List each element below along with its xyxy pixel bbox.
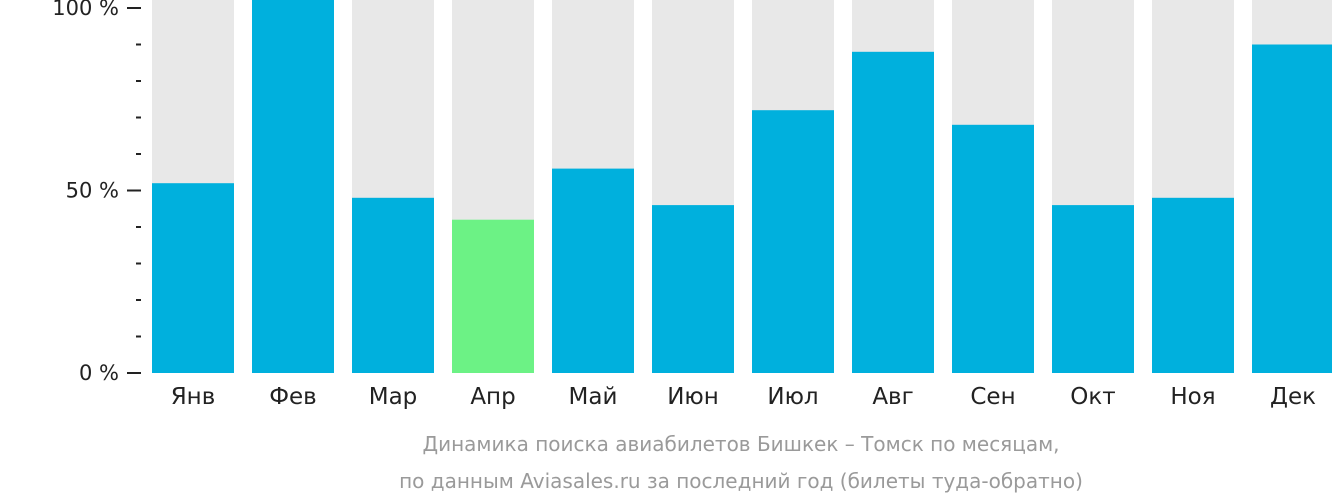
chart-caption: Динамика поиска авиабилетов Бишкек – Том… [399, 432, 1083, 493]
data-bars [152, 0, 1332, 374]
x-tick-label: Фев [269, 384, 317, 410]
bar-5 [552, 168, 634, 373]
bar-6 [652, 205, 734, 373]
bar-11 [1152, 197, 1234, 373]
x-tick-label: Мар [369, 384, 418, 410]
caption-line-2: по данным Aviasales.ru за последний год … [399, 469, 1083, 493]
bar-3 [352, 197, 434, 373]
y-tick-label: 50 % [66, 179, 119, 203]
x-tick-label: Апр [470, 384, 515, 410]
x-tick-label: Июн [667, 384, 719, 410]
x-tick-label: Дек [1270, 384, 1316, 410]
bar-1 [152, 183, 234, 373]
x-tick-label: Май [569, 384, 618, 410]
bar-12 [1252, 44, 1332, 373]
y-tick-label: 100 % [52, 0, 119, 20]
bar-8 [852, 51, 934, 374]
bar-7 [752, 110, 834, 373]
x-tick-label: Июл [767, 384, 818, 410]
caption-line-1: Динамика поиска авиабилетов Бишкек – Том… [422, 432, 1059, 456]
bar-4 [452, 219, 534, 373]
y-axis: 0 % 50 % 100 % [52, 0, 141, 385]
x-axis-labels: Янв Фев Мар Апр Май Июн Июл Авг Сен Окт Ноя Дек [171, 384, 1316, 410]
y-tick-label: 0 % [79, 361, 119, 385]
bar-10 [1052, 205, 1134, 373]
x-tick-label: Окт [1070, 384, 1115, 410]
bar-9 [952, 124, 1034, 373]
x-tick-label: Сен [970, 384, 1015, 410]
x-tick-label: Авг [872, 384, 913, 410]
bar-2 [252, 0, 334, 373]
x-tick-label: Янв [171, 384, 216, 410]
x-tick-label: Ноя [1170, 384, 1215, 410]
